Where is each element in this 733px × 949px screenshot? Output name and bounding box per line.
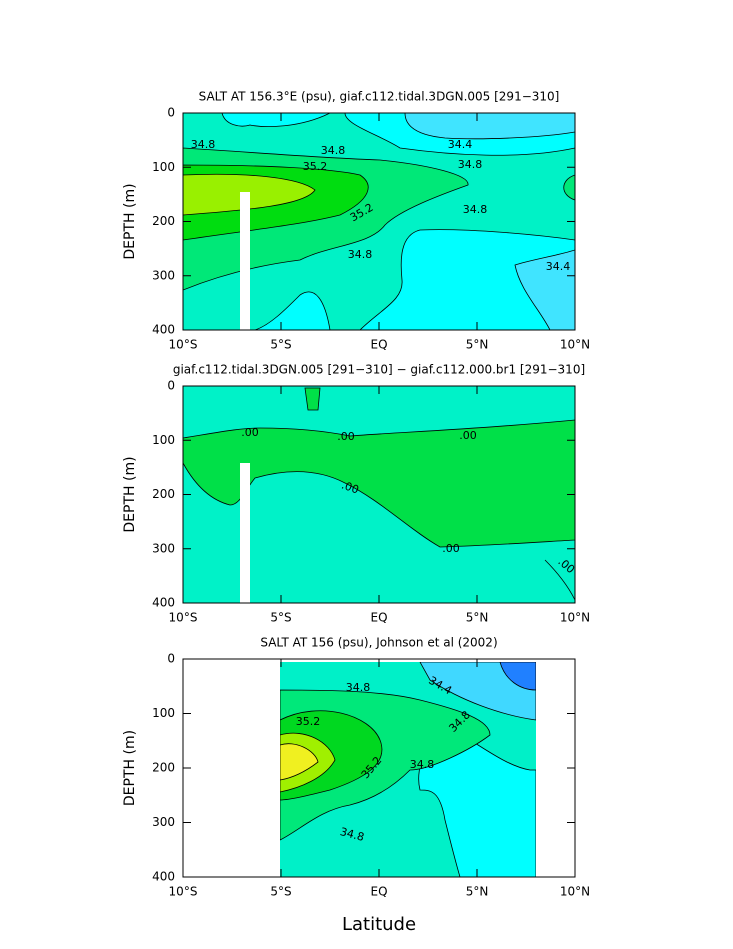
x-tick-label: 10°S xyxy=(169,611,198,625)
chart-title: SALT AT 156.3°E (psu), giaf.c112.tidal.3… xyxy=(199,90,560,104)
y-tick-label: 200 xyxy=(152,214,175,228)
contour-label: 35.2 xyxy=(296,715,321,728)
x-tick-label: 5°S xyxy=(270,611,291,625)
x-tick-label: 10°N xyxy=(560,885,590,899)
contour-label: .00 xyxy=(340,478,361,496)
contour-fill xyxy=(280,662,536,877)
y-axis-label: DEPTH (m) xyxy=(122,183,138,259)
contour-label: 34.8 xyxy=(339,825,366,844)
y-tick-label: 300 xyxy=(152,815,175,829)
x-tick-label: 10°N xyxy=(560,611,590,625)
x-tick-label: 10°N xyxy=(560,338,590,352)
chart-title: giaf.c112.tidal.3DGN.005 [291−310] − gia… xyxy=(173,363,585,377)
chart-title: SALT AT 156 (psu), Johnson et al (2002) xyxy=(260,636,497,650)
y-tick-label: 0 xyxy=(167,379,175,393)
contour-label: 34.8 xyxy=(346,681,371,694)
contour-fill xyxy=(183,113,575,330)
contour-label: 35.2 xyxy=(303,160,328,173)
contour-label: .00 xyxy=(442,542,460,555)
contour-label: 34.8 xyxy=(410,758,435,771)
x-tick-label: EQ xyxy=(370,885,387,899)
y-tick-label: 200 xyxy=(152,761,175,775)
contour-label: 34.4 xyxy=(448,138,473,151)
contour-label: .00 xyxy=(241,426,259,439)
y-tick-label: 0 xyxy=(167,106,175,120)
y-tick-label: 400 xyxy=(152,596,175,610)
x-tick-label: 5°S xyxy=(270,338,291,352)
y-tick-label: 100 xyxy=(152,706,175,720)
y-tick-label: 300 xyxy=(152,268,175,282)
y-tick-label: 100 xyxy=(152,160,175,174)
y-tick-label: 300 xyxy=(152,541,175,555)
x-tick-label: 10°S xyxy=(169,338,198,352)
y-tick-label: 400 xyxy=(152,323,175,337)
contour-label: .00 xyxy=(459,429,477,442)
y-tick-label: 400 xyxy=(152,870,175,884)
contour-label: 34.8 xyxy=(458,158,483,171)
x-tick-label: EQ xyxy=(370,611,387,625)
contour-label: 34.4 xyxy=(546,260,571,273)
y-tick-label: 0 xyxy=(167,652,175,666)
contour-label: 34.8 xyxy=(321,144,346,157)
y-tick-label: 100 xyxy=(152,433,175,447)
contour-label: 34.8 xyxy=(348,248,373,261)
x-axis-label: Latitude xyxy=(342,914,416,935)
x-tick-label: 5°N xyxy=(466,338,489,352)
contour-label: 34.8 xyxy=(463,203,488,216)
y-axis-label: DEPTH (m) xyxy=(122,730,138,806)
y-tick-label: 200 xyxy=(152,487,175,501)
x-tick-label: 5°S xyxy=(270,885,291,899)
x-tick-label: 5°N xyxy=(466,611,489,625)
x-tick-label: EQ xyxy=(370,338,387,352)
contour-label: .00 xyxy=(337,430,355,443)
contour-label: 34.8 xyxy=(191,138,216,151)
x-tick-label: 10°S xyxy=(169,885,198,899)
contour-fill xyxy=(183,386,575,603)
x-tick-label: 5°N xyxy=(466,885,489,899)
y-axis-label: DEPTH (m) xyxy=(122,456,138,532)
